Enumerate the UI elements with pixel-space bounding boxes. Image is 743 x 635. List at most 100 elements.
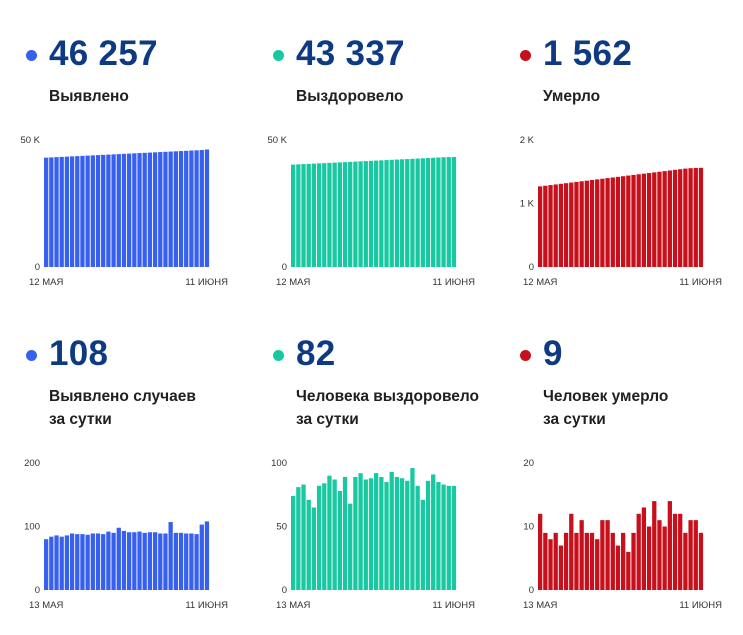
y-tick-label: 0 <box>529 585 534 596</box>
bar <box>49 536 54 590</box>
bar <box>662 171 667 267</box>
bar <box>137 531 142 590</box>
bar <box>678 513 683 590</box>
stat-label: Выявлено <box>49 85 129 108</box>
stat-card-recovered-daily: 82 Человека выздоровело за сутки 100 50 0 1… <box>267 334 499 635</box>
bar <box>394 159 400 267</box>
bar-chart: 50 K 0 12 МАЯ 11 ИЮНЯ <box>20 135 228 288</box>
bar <box>626 551 631 590</box>
bar <box>80 534 85 590</box>
bar <box>405 480 410 590</box>
bar <box>436 482 441 590</box>
bar <box>672 169 678 267</box>
bar <box>451 485 457 590</box>
teal-dot-icon <box>273 50 284 61</box>
bar <box>168 151 173 267</box>
bar <box>548 539 553 590</box>
y-tick-label: 0 <box>529 262 534 273</box>
bar <box>322 163 327 267</box>
bar <box>64 156 70 267</box>
bar <box>420 158 425 267</box>
bar <box>595 179 600 267</box>
y-tick-label: 0 <box>282 585 287 596</box>
x-tick-label: 11 ИЮНЯ <box>679 600 722 611</box>
bar <box>301 164 306 267</box>
bar <box>415 485 420 590</box>
bar <box>199 150 204 267</box>
stat-label-line: Умерло <box>543 88 601 105</box>
bar <box>431 474 436 590</box>
bar <box>553 532 558 590</box>
bar <box>152 152 158 267</box>
bar <box>194 534 199 590</box>
stat-value: 46 257 <box>49 34 158 73</box>
bar <box>538 513 543 590</box>
stat-card-detected-daily: 108 Выявлено случаев за сутки 200 100 0 13 … <box>20 334 252 635</box>
stat-label: Умерло <box>543 85 600 108</box>
bar <box>142 152 147 267</box>
bar <box>368 160 374 267</box>
bar <box>44 157 49 267</box>
y-tick-label: 0 <box>35 585 40 596</box>
bar <box>132 532 137 591</box>
bar <box>574 532 579 590</box>
bar <box>59 536 64 590</box>
bar <box>348 161 353 267</box>
bar <box>316 485 322 590</box>
x-tick-label: 13 МАЯ <box>29 600 63 611</box>
y-tick-label: 0 <box>282 262 287 273</box>
y-tick-label: 1 K <box>520 199 535 210</box>
red-dot-icon <box>520 50 531 61</box>
bar <box>410 468 415 590</box>
bar <box>652 501 657 590</box>
bar <box>667 501 672 590</box>
bar <box>636 513 641 590</box>
bar <box>621 532 626 590</box>
y-tick-label: 10 <box>523 522 534 533</box>
bar <box>147 532 153 591</box>
bar <box>189 533 194 590</box>
bar <box>368 478 374 590</box>
bar <box>399 159 405 267</box>
bar <box>431 157 436 267</box>
bar <box>54 157 59 267</box>
bar <box>399 478 405 590</box>
bar <box>111 532 116 590</box>
bar-chart: 50 K 0 12 МАЯ 11 ИЮНЯ <box>267 135 475 288</box>
bar <box>688 168 693 267</box>
bar <box>374 473 379 590</box>
bar <box>306 499 311 590</box>
bar <box>420 499 425 590</box>
bar <box>332 479 337 590</box>
stat-label-line: Человек умерло <box>543 388 669 405</box>
bar <box>543 532 548 590</box>
x-tick-label: 12 МАЯ <box>29 277 63 288</box>
bar <box>657 520 662 590</box>
bar <box>178 151 184 267</box>
bar <box>548 185 553 267</box>
bar <box>90 155 95 267</box>
bar <box>189 150 194 267</box>
bar <box>384 482 389 590</box>
bar <box>332 162 337 267</box>
bar <box>610 177 615 267</box>
bar-chart: 100 50 0 13 МАЯ 11 ИЮНЯ <box>271 458 475 611</box>
bar <box>415 158 420 267</box>
bar <box>410 158 415 267</box>
bar <box>69 156 75 267</box>
bar <box>101 534 106 590</box>
bar <box>178 532 184 590</box>
bar <box>291 164 296 267</box>
y-tick-label: 100 <box>24 522 40 533</box>
bar <box>342 476 348 590</box>
bar <box>291 496 296 590</box>
bar-chart: 200 100 0 13 МАЯ 11 ИЮНЯ <box>24 458 228 611</box>
bar <box>353 476 358 590</box>
bar <box>558 545 564 590</box>
stat-card-recovered-total: 43 337 Выздоровело 50 K 0 12 МАЯ 11 ИЮНЯ <box>267 34 499 335</box>
bar <box>44 539 49 590</box>
bar <box>678 169 683 267</box>
bar <box>311 163 317 267</box>
bar <box>116 154 121 267</box>
bar <box>127 532 132 591</box>
